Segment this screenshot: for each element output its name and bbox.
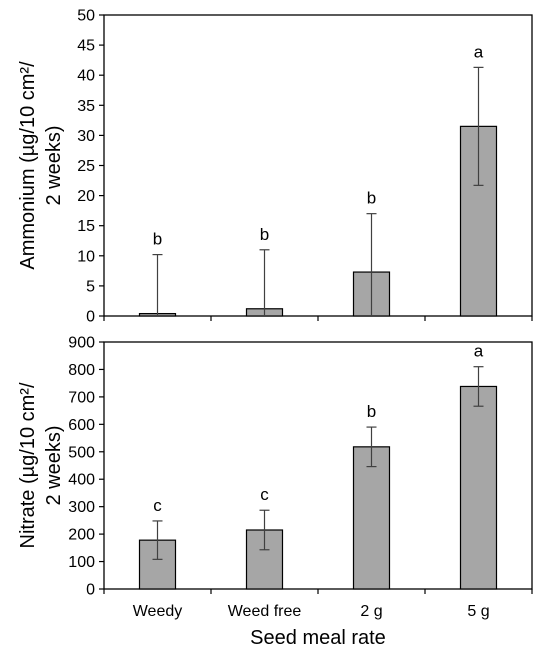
y-tick-label: 50 <box>77 8 95 25</box>
y-tick-label: 30 <box>77 128 95 145</box>
y-axis-title-line: 2 weeks) <box>43 125 65 205</box>
x-axis-title: Seed meal rate <box>250 627 386 649</box>
bar-2-g <box>352 446 391 590</box>
y-axis-title: Ammonium (µg/10 cm²/2 weeks) <box>17 61 65 270</box>
y-tick-label: 300 <box>68 499 95 516</box>
y-tick-label: 35 <box>77 98 95 115</box>
significance-letter: c <box>260 485 269 504</box>
y-axis-title-line: 2 weeks) <box>43 425 65 505</box>
significance-letter: a <box>474 42 484 61</box>
nitrate-panel: 0 100 200 300 400 500 600 700 800 900 Nitrate (µg/… <box>17 335 533 599</box>
significance-letter: a <box>474 342 484 361</box>
y-tick-label: 900 <box>68 335 95 352</box>
significance-letter: b <box>367 402 376 421</box>
bar-5-g <box>459 385 498 590</box>
ammonium-panel: 0 5 10 15 20 25 30 35 40 45 50 Ammonium (µg/10 cm²/… <box>17 8 533 326</box>
y-tick-label: 15 <box>77 218 95 235</box>
significance-letter: b <box>367 189 376 208</box>
x-tick-label: Weedy <box>133 603 183 620</box>
y-tick-label: 600 <box>68 417 95 434</box>
y-tick-label: 25 <box>77 158 95 175</box>
y-tick-label: 0 <box>86 582 95 599</box>
x-tick-label: 2 g <box>360 603 382 620</box>
y-tick-label: 20 <box>77 188 95 205</box>
x-tick-label: 5 g <box>467 603 489 620</box>
y-tick-label: 100 <box>68 554 95 571</box>
y-tick-label: 800 <box>68 362 95 379</box>
x-axis: Weedy Weed free 2 g 5 g Seed meal rate <box>133 603 490 649</box>
y-tick-label: 200 <box>68 527 95 544</box>
y-tick-label: 45 <box>77 38 95 55</box>
y-tick-label: 700 <box>68 389 95 406</box>
y-tick-label: 5 <box>86 278 95 295</box>
y-tick-label: 40 <box>77 68 95 85</box>
y-axis-title: Nitrate (µg/10 cm²/2 weeks) <box>17 382 65 548</box>
y-tick-label: 500 <box>68 444 95 461</box>
y-tick-label: 0 <box>86 309 95 326</box>
y-tick-label: 10 <box>77 248 95 265</box>
y-axis-title-line: Ammonium (µg/10 cm²/ <box>17 61 39 270</box>
significance-letter: b <box>260 225 269 244</box>
significance-letter: b <box>153 230 162 249</box>
significance-letter: c <box>153 496 162 515</box>
y-tick-label: 400 <box>68 472 95 489</box>
y-axis-title-line: Nitrate (µg/10 cm²/ <box>17 382 39 548</box>
x-tick-label: Weed free <box>228 603 302 620</box>
